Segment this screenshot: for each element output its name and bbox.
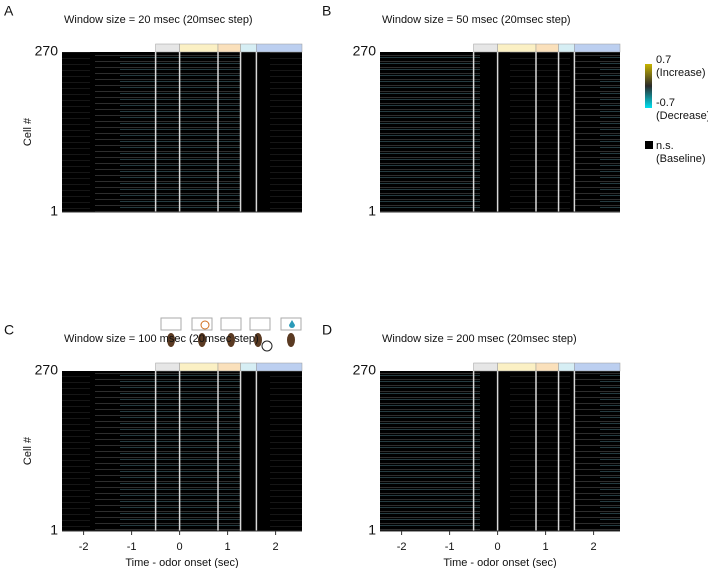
panel-label: A xyxy=(4,3,14,19)
panel-title: Window size = 50 msec (20msec step) xyxy=(382,14,571,26)
colorbar-min-text: (Decrease) xyxy=(656,110,708,122)
epoch-bar xyxy=(558,43,575,53)
epoch-bar xyxy=(497,362,537,372)
x-tick-label: 1 xyxy=(543,541,549,553)
y-tick-label: 270 xyxy=(353,362,377,378)
x-tick-label: 2 xyxy=(591,541,597,553)
x-tick-label: 0 xyxy=(495,541,501,553)
y-tick-label: 1 xyxy=(50,203,58,219)
y-axis-label: Cell # xyxy=(22,117,34,146)
x-axis-label: Time - odor onset (sec) xyxy=(125,557,238,568)
colorbar-max: 0.7 xyxy=(656,54,671,66)
heatmap-texture xyxy=(62,52,302,212)
y-tick-label: 270 xyxy=(35,362,59,378)
epoch-bar xyxy=(240,362,257,372)
y-axis-label: Cell # xyxy=(22,436,34,465)
epoch-bar xyxy=(155,362,180,372)
x-tick-label: -1 xyxy=(127,541,137,553)
epoch-bar xyxy=(179,362,219,372)
epoch-bar xyxy=(179,43,219,53)
y-tick-label: 1 xyxy=(368,203,376,219)
epoch-bar xyxy=(558,362,575,372)
epoch-bar xyxy=(473,43,498,53)
y-tick-label: 1 xyxy=(50,522,58,538)
heatmap-texture xyxy=(380,371,620,531)
ns-text: (Baseline) xyxy=(656,153,706,165)
epoch-bar xyxy=(256,362,303,372)
epoch-bar xyxy=(535,43,559,53)
heatmap-texture xyxy=(62,371,302,531)
colorbar-min: -0.7 xyxy=(656,97,675,109)
x-tick-label: -2 xyxy=(397,541,407,553)
ns-label: n.s. xyxy=(656,140,674,152)
y-tick-label: 1 xyxy=(368,522,376,538)
task-icons xyxy=(160,317,302,352)
x-tick-label: -2 xyxy=(79,541,89,553)
epoch-bar xyxy=(535,362,559,372)
y-tick-label: 270 xyxy=(353,43,377,59)
colorbar-max-text: (Increase) xyxy=(656,67,706,79)
x-tick-label: 0 xyxy=(177,541,183,553)
panel-label: C xyxy=(4,322,14,338)
epoch-bar xyxy=(217,43,241,53)
x-tick-label: 1 xyxy=(225,541,231,553)
panel-title: Window size = 100 msec (20msec step) xyxy=(64,333,259,345)
epoch-bar xyxy=(574,43,621,53)
epoch-bar xyxy=(574,362,621,372)
x-tick-label: -1 xyxy=(445,541,455,553)
epoch-bar xyxy=(155,43,180,53)
y-tick-label: 270 xyxy=(35,43,59,59)
epoch-bar xyxy=(256,43,303,53)
epoch-bar xyxy=(217,362,241,372)
panel-label: D xyxy=(322,322,332,338)
epoch-bar xyxy=(473,362,498,372)
heatmap-texture xyxy=(380,52,620,212)
panel-title: Window size = 20 msec (20msec step) xyxy=(64,14,253,26)
x-tick-label: 2 xyxy=(273,541,279,553)
panel-title: Window size = 200 msec (20msec step) xyxy=(382,333,577,345)
colorbar xyxy=(645,64,652,108)
panel-label: B xyxy=(322,3,331,19)
ns-swatch xyxy=(645,141,653,149)
x-axis-label: Time - odor onset (sec) xyxy=(443,557,556,568)
epoch-bar xyxy=(497,43,537,53)
epoch-bar xyxy=(240,43,257,53)
